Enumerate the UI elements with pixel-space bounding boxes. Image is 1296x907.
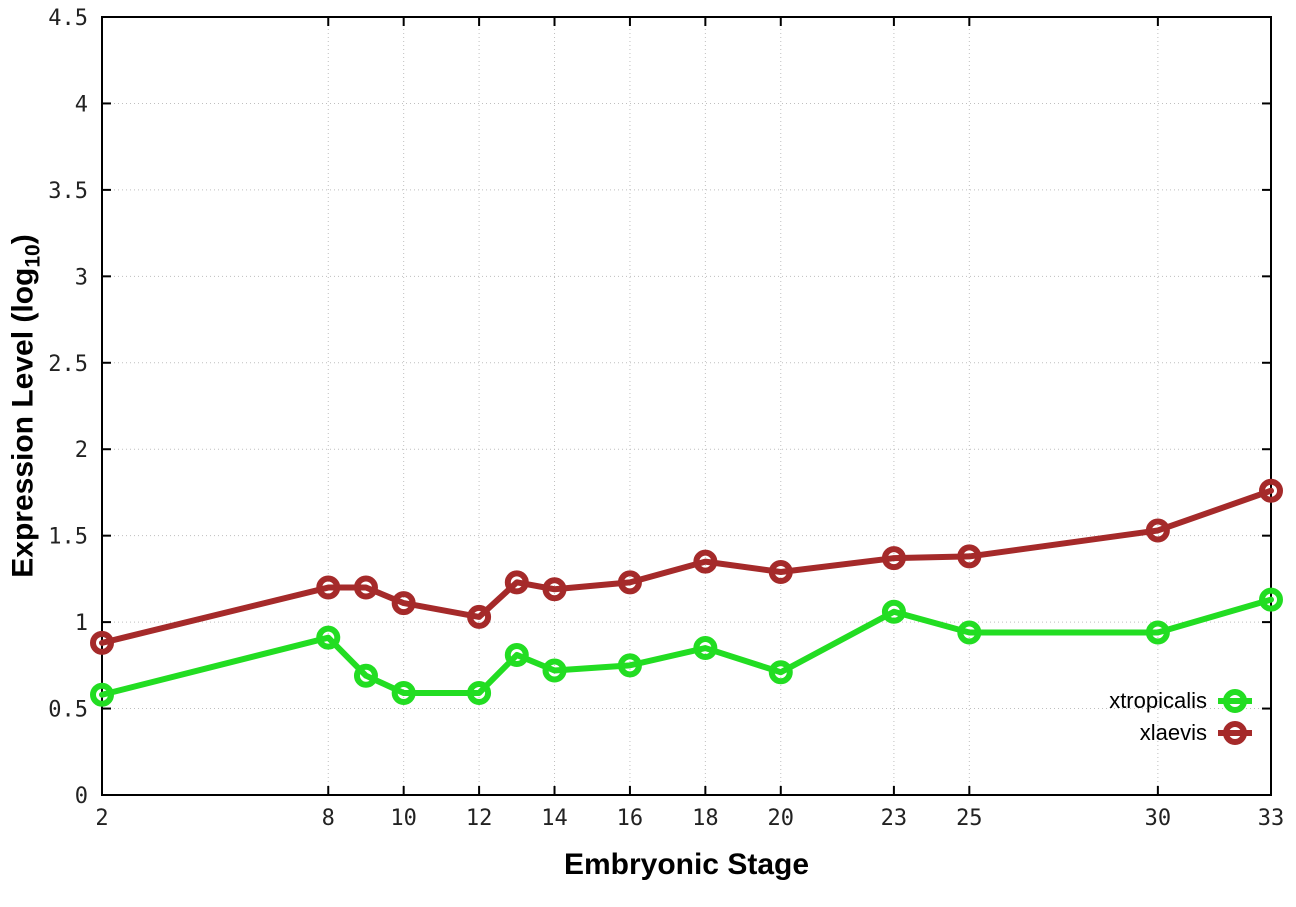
data-point-xlaevis (90, 630, 114, 655)
data-point-xlaevis (957, 544, 982, 569)
x-axis-title: Embryonic Stage (563, 848, 810, 881)
y-tick-label: 3.5 (48, 179, 88, 204)
data-point-xlaevis (467, 604, 492, 629)
data-point-xtropicalis (90, 682, 114, 707)
data-point-xlaevis (391, 591, 416, 616)
y-axis-title-subscript: 10 (21, 244, 45, 268)
x-tick-label: 2 (95, 806, 108, 831)
legend: xtropicalis xlaevis (1109, 685, 1253, 749)
data-point-xtropicalis (693, 636, 718, 661)
x-tick-label: 33 (1258, 806, 1285, 831)
data-point-xtropicalis (353, 663, 378, 688)
y-axis-title-close: ) (6, 234, 40, 245)
plot-border (101, 16, 1272, 796)
series-line-xlaevis (99, 487, 1274, 646)
x-tick-label: 25 (956, 806, 983, 831)
data-point-xtropicalis (504, 642, 529, 667)
legend-item-xtropicalis: xtropicalis (1109, 685, 1253, 717)
x-tick-label: 14 (541, 806, 568, 831)
y-tick-label: 4.5 (48, 6, 88, 31)
data-point-xlaevis (693, 549, 718, 574)
data-point-xtropicalis (391, 680, 416, 705)
x-tick-label: 8 (322, 806, 335, 831)
data-point-xtropicalis (467, 680, 492, 705)
data-point-xlaevis (353, 575, 378, 600)
y-tick-label: 2 (75, 438, 88, 463)
data-point-xlaevis (316, 575, 341, 600)
data-point-xlaevis (768, 559, 793, 584)
y-axis-title-main: Expression Level (log (6, 267, 40, 578)
data-point-xlaevis (1259, 478, 1283, 503)
data-point-xtropicalis (542, 658, 567, 683)
data-point-xtropicalis (1259, 587, 1283, 612)
x-tick-label: 16 (617, 806, 644, 831)
y-tick-label: 0.5 (48, 698, 88, 723)
data-point-xlaevis (1145, 518, 1170, 543)
legend-item-xlaevis: xlaevis (1109, 717, 1253, 749)
data-point-xtropicalis (768, 660, 793, 685)
data-point-xtropicalis (881, 599, 906, 624)
data-point-xlaevis (542, 577, 567, 602)
data-point-xtropicalis (1145, 620, 1170, 645)
x-tick-label: 12 (466, 806, 493, 831)
x-tick-label: 18 (692, 806, 719, 831)
xtropicalis-legend-marker-icon (1218, 689, 1252, 713)
data-point-xlaevis (617, 570, 642, 595)
x-tick-label: 23 (881, 806, 908, 831)
data-point-xlaevis (504, 570, 529, 595)
y-tick-label: 1 (75, 611, 88, 636)
y-tick-label: 2.5 (48, 352, 88, 377)
xlaevis-legend-marker-icon (1218, 721, 1252, 745)
y-tick-label: 0 (75, 784, 88, 809)
legend-label-xlaevis: xlaevis (1139, 720, 1207, 745)
legend-label-xtropicalis: xtropicalis (1109, 688, 1207, 713)
data-point-xtropicalis (957, 620, 982, 645)
x-tick-label: 30 (1145, 806, 1172, 831)
data-point-xtropicalis (316, 625, 341, 650)
y-tick-label: 4 (75, 92, 88, 117)
y-tick-label: 1.5 (48, 525, 88, 550)
y-tick-label: 3 (75, 265, 88, 290)
series-line-xtropicalis (99, 596, 1274, 698)
x-tick-label: 10 (390, 806, 417, 831)
data-point-xlaevis (881, 546, 906, 571)
data-point-xtropicalis (617, 653, 642, 678)
x-tick-label: 20 (768, 806, 795, 831)
